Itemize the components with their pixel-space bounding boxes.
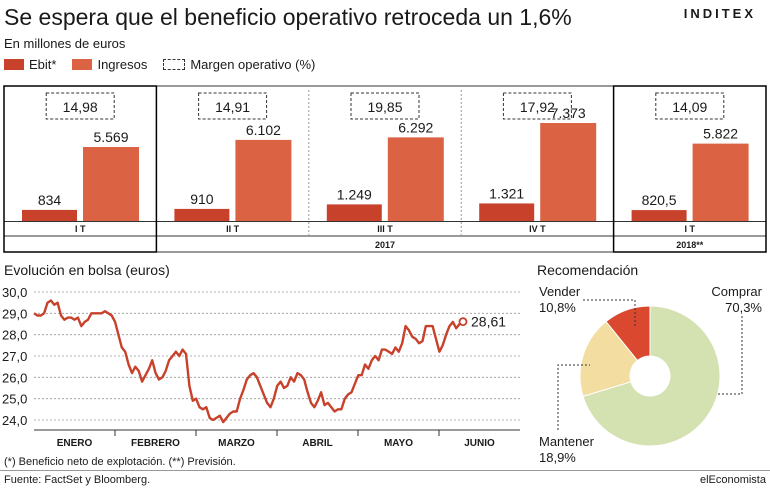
bar-ingresos xyxy=(692,143,749,221)
group-label-2018: 2018** xyxy=(676,240,704,250)
legend-swatch-ingresos xyxy=(72,59,93,70)
legend-swatch-ebit xyxy=(4,59,24,70)
pie-label-vender-name: Vender xyxy=(539,284,581,299)
y-tick-label: 25,0 xyxy=(2,392,27,407)
y-tick-label: 27,0 xyxy=(2,349,27,364)
y-tick-label: 26,0 xyxy=(2,370,27,385)
stock-line-chart: 30,0 29,0 28,0 27,0 26,0 25,0 24,0 ENERO FEBRERO… xyxy=(2,285,520,449)
legend: Ebit* Ingresos Margen operativo (%) xyxy=(4,57,325,72)
bar-ingresos xyxy=(540,123,597,221)
recommendation-title: Recomendación xyxy=(537,262,639,278)
pie-label-mantener-name: Mantener xyxy=(539,434,594,449)
margin-value-label: 14,09 xyxy=(672,99,707,115)
bar-ebit-label: 910 xyxy=(190,191,214,207)
bar-ebit xyxy=(22,209,77,221)
bar-ingresos xyxy=(387,137,444,221)
category-label: III T xyxy=(377,224,393,234)
donut-slice-mantener xyxy=(579,320,639,397)
margin-value-label: 14,98 xyxy=(63,99,98,115)
margin-box xyxy=(502,92,572,120)
bar-ingresos xyxy=(235,139,292,221)
legend-item-ingresos: Ingresos xyxy=(72,57,147,72)
legend-swatch-margen xyxy=(163,59,186,70)
category-label: IV T xyxy=(529,224,546,234)
bar-ebit xyxy=(326,204,382,221)
x-tick-label: MARZO xyxy=(218,438,255,449)
bar-ingresos xyxy=(83,146,139,221)
margin-value-label: 14,91 xyxy=(215,99,250,115)
bar-ingresos-label: 5.569 xyxy=(93,129,128,145)
bar-ingresos-label: 5.822 xyxy=(703,126,738,142)
y-tick-label: 28,0 xyxy=(2,328,27,343)
stock-chart-title: Evolución en bolsa (euros) xyxy=(4,262,170,278)
bar-ebit-label: 1.249 xyxy=(337,186,372,202)
margin-box xyxy=(45,92,115,120)
y-tick-label: 24,0 xyxy=(2,413,27,428)
leader-line-mantener xyxy=(557,364,590,430)
category-label: I T xyxy=(75,224,86,234)
pie-label-mantener: Mantener 18,9% xyxy=(539,434,594,466)
pie-label-comprar-name: Comprar xyxy=(711,284,762,299)
bar-ebit-label: 1.321 xyxy=(489,185,524,201)
credit-logo: elEconomista xyxy=(699,474,766,486)
y-tick-label: 29,0 xyxy=(2,306,27,321)
legend-item-ebit: Ebit* xyxy=(4,57,56,72)
x-tick-label: ENERO xyxy=(57,438,93,449)
bar-ingresos-label: 6.292 xyxy=(398,119,433,135)
pie-label-comprar-value: 70,3% xyxy=(725,300,762,315)
pie-label-mantener-value: 18,9% xyxy=(539,450,576,465)
margin-value-label: 19,85 xyxy=(367,99,402,115)
footer-divider xyxy=(0,470,770,471)
last-value-marker xyxy=(458,317,468,327)
page-title: Se espera que el beneficio operativo ret… xyxy=(4,4,572,30)
legend-item-margen: Margen operativo (%) xyxy=(163,57,315,72)
x-tick-label: ABRIL xyxy=(302,438,333,449)
quarterly-bar-chart: 14,98 834 5.569 I T 14,91 910 6.102 II T 19,85 1.… xyxy=(3,85,767,253)
x-tick-label: FEBRERO xyxy=(131,438,180,449)
legend-label-ingresos: Ingresos xyxy=(97,57,148,72)
footnote: (*) Beneficio neto de explotación. (**) … xyxy=(4,456,236,468)
x-tick-label: JUNIO xyxy=(464,438,495,449)
source-note: Fuente: FactSet y Bloomberg. xyxy=(4,474,151,486)
bar-ingresos-label: 7.373 xyxy=(551,105,586,121)
bar-ebit-label: 834 xyxy=(38,192,62,208)
brand-logo: INDITEX xyxy=(683,6,756,21)
group-label-2017: 2017 xyxy=(375,240,395,250)
category-label: I T xyxy=(685,224,696,234)
donut-slice-comprar xyxy=(582,305,721,447)
margin-box xyxy=(198,92,268,120)
donut-slice-vender xyxy=(605,305,651,362)
bar-ebit-label: 820,5 xyxy=(642,192,677,208)
margin-value-label: 17,92 xyxy=(520,99,555,115)
bar-ingresos-label: 6.102 xyxy=(246,122,281,138)
legend-label-ebit: Ebit* xyxy=(29,57,57,72)
pie-label-vender: Vender 10,8% xyxy=(539,284,580,316)
margin-box xyxy=(350,92,420,120)
y-tick-label: 30,0 xyxy=(2,285,27,300)
leader-line-vender xyxy=(583,299,636,326)
x-tick-label: MAYO xyxy=(384,438,413,449)
bars-frame-q1-2018 xyxy=(612,85,767,253)
pie-label-vender-value: 10,8% xyxy=(539,300,576,315)
margin-box xyxy=(655,92,725,120)
recommendation-donut-chart xyxy=(557,299,743,447)
bar-ebit xyxy=(174,208,230,221)
leader-line-comprar xyxy=(716,316,743,395)
category-label: II T xyxy=(226,224,240,234)
bars-frame-q1-2017 xyxy=(3,85,158,253)
bar-ebit xyxy=(631,210,687,221)
pie-label-comprar: Comprar 70,3% xyxy=(700,284,762,316)
bar-ebit xyxy=(479,203,535,221)
chart-subtitle: En millones de euros xyxy=(4,36,126,51)
legend-label-margen: Margen operativo (%) xyxy=(190,57,316,72)
last-value-label: 28,61 xyxy=(471,314,506,330)
stock-price-line xyxy=(33,299,464,424)
